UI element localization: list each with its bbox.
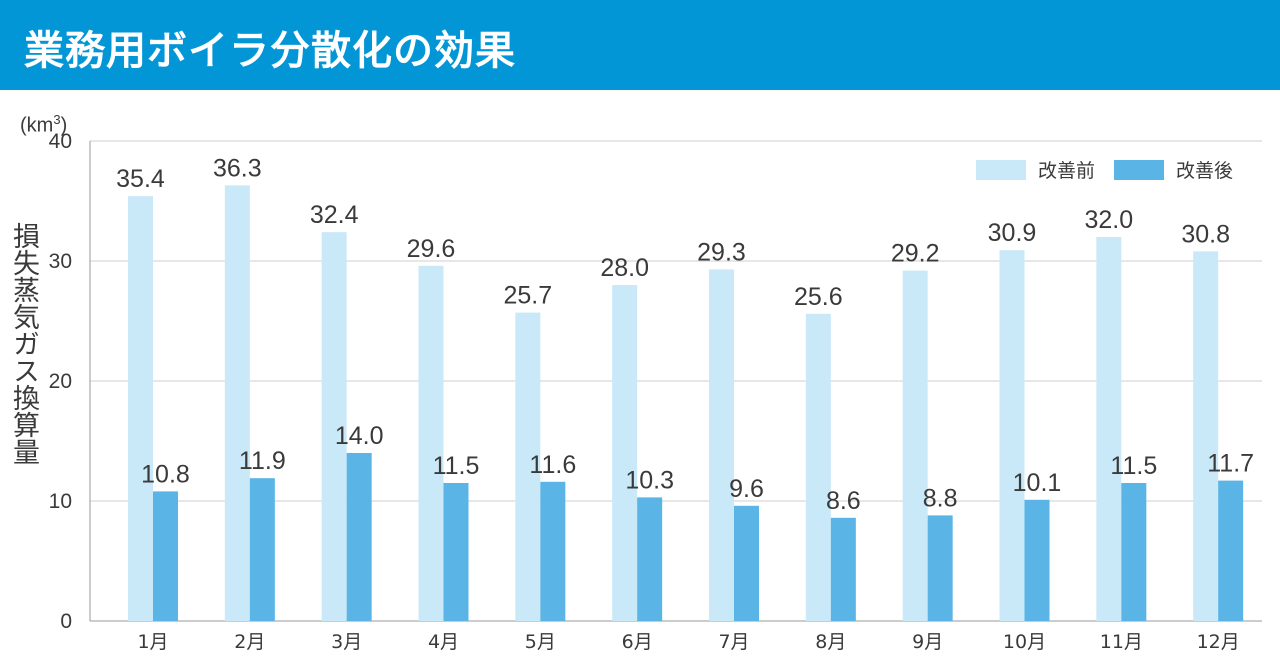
bar-after [1024,499,1050,621]
x-tick-label: 7月 [718,631,749,653]
legend-label: 改善後 [1176,160,1233,182]
y-tick-label: 20 [49,370,72,393]
data-label: 14.0 [335,422,384,450]
y-tick-label: 30 [49,250,72,273]
bar-before [612,285,638,621]
bar-after [346,453,372,621]
bar-before [224,185,250,621]
bar-before [418,265,444,621]
data-label: 10.1 [1013,469,1062,497]
bar-after [734,505,759,621]
data-label: 29.6 [407,235,456,263]
x-tick-label: 9月 [912,631,943,653]
bar-before [902,270,928,621]
bar-before [999,250,1025,621]
y-tick-label: 40 [49,130,72,153]
y-axis-title: 損失蒸気ガス換算量 [8,222,39,465]
x-tick-label: 4月 [428,631,459,653]
legend-swatch [1114,160,1164,180]
data-label: 11.7 [1207,450,1254,478]
data-label: 8.6 [826,487,861,515]
x-tick-label: 5月 [525,631,556,653]
data-label: 10.8 [141,460,190,488]
data-label: 11.9 [239,447,286,475]
data-label: 35.4 [116,165,165,193]
bar-before [805,313,831,621]
y-tick-label: 0 [60,610,72,633]
header-bar: 業務用ボイラ分散化の効果 [0,0,1280,90]
bar-before [1193,251,1219,621]
unit-open: (km [20,114,54,137]
bar-after [153,491,178,621]
y-axis-unit: (km3) [20,112,67,138]
unit-close: ) [60,114,68,137]
bar-before [515,312,541,621]
bar-after [249,478,275,621]
legend-swatch [976,160,1026,180]
x-tick-label: 3月 [331,631,362,653]
page-title: 業務用ボイラ分散化の効果 [24,28,516,74]
x-tick-label: 12月 [1197,631,1240,653]
data-label: 11.5 [433,452,480,480]
bar-after [830,517,856,621]
bar-before [1096,237,1122,621]
data-label: 29.2 [891,240,940,268]
bar-after [443,483,469,621]
data-label: 10.3 [625,466,674,494]
x-tick-label: 10月 [1003,631,1046,653]
data-label: 32.0 [1084,206,1133,234]
bar-after [540,481,566,621]
data-label: 36.3 [213,154,262,182]
bar-after [1121,483,1147,621]
data-label: 11.5 [1110,452,1157,480]
data-label: 11.6 [529,451,576,479]
data-label: 25.7 [503,282,552,310]
bar-after [927,515,953,621]
x-tick-label: 8月 [815,631,846,653]
data-label: 30.9 [988,219,1037,247]
x-tick-label: 11月 [1100,631,1143,653]
x-tick-label: 6月 [622,631,653,653]
y-tick-label: 10 [49,490,72,513]
legend-label: 改善前 [1038,160,1095,182]
bar-after [637,497,663,621]
data-label: 29.3 [697,238,746,266]
x-tick-label: 1月 [137,631,168,653]
unit-superscript: 3 [53,112,61,127]
x-tick-label: 2月 [234,631,265,653]
bar-before [321,232,347,621]
bar-before [128,196,153,621]
data-label: 32.4 [310,201,359,229]
data-label: 28.0 [600,254,649,282]
data-label: 8.8 [923,484,958,512]
bar-before [709,269,734,621]
bar-after [1218,480,1244,621]
data-label: 25.6 [794,283,843,311]
data-label: 9.6 [729,475,764,503]
data-label: 30.8 [1181,220,1230,248]
